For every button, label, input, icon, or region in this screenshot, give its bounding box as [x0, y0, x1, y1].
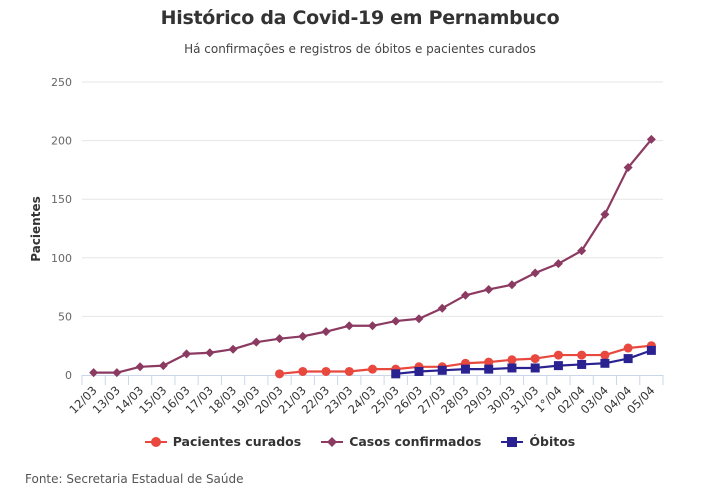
data-point: [600, 350, 610, 360]
data-point: [460, 364, 470, 374]
data-point: [437, 303, 447, 313]
data-point: [275, 369, 285, 379]
legend-item-obitos[interactable]: Óbitos: [501, 434, 575, 449]
y-axis-label: Pacientes: [29, 196, 43, 262]
data-point: [344, 366, 354, 376]
data-point: [530, 268, 540, 278]
legend-square-icon: [501, 436, 524, 447]
data-point: [112, 368, 122, 378]
y-tick-label: 150: [51, 193, 72, 206]
source-note: Fonte: Secretaria Estadual de Saúde: [25, 472, 244, 486]
data-point: [182, 349, 192, 359]
data-point: [553, 350, 563, 360]
legend-label: Casos confirmados: [349, 434, 482, 449]
data-point: [437, 365, 447, 375]
data-point: [623, 343, 633, 353]
data-point: [368, 321, 377, 331]
data-point: [251, 337, 261, 347]
data-point: [623, 163, 633, 173]
data-point: [321, 327, 331, 337]
chart-subtitle: Há confirmações e registros de óbitos e …: [184, 42, 536, 56]
series-line-1: [93, 138, 653, 374]
data-point: [391, 316, 401, 326]
data-point: [321, 366, 331, 376]
data-point: [205, 348, 215, 358]
y-tick-label: 200: [51, 135, 72, 148]
data-point: [89, 368, 99, 378]
y-tick-label: 0: [65, 369, 72, 382]
data-point: [484, 284, 494, 294]
data-point: [460, 290, 470, 300]
data-point: [577, 359, 587, 369]
data-point: [368, 364, 377, 374]
data-point: [646, 134, 656, 144]
data-point: [600, 358, 610, 368]
legend-item-confirmados[interactable]: Casos confirmados: [321, 434, 481, 449]
legend-circle-icon: [144, 436, 167, 447]
data-point: [530, 354, 540, 364]
y-tick-label: 50: [58, 310, 72, 323]
data-point: [507, 355, 517, 365]
legend-label: Pacientes curados: [172, 434, 302, 449]
data-point: [553, 259, 563, 269]
data-point: [646, 345, 656, 355]
data-point: [600, 209, 610, 219]
data-point: [158, 361, 168, 371]
data-point: [507, 363, 517, 373]
data-point: [623, 354, 633, 364]
data-point: [577, 350, 587, 360]
data-point: [275, 334, 285, 344]
data-point: [577, 246, 587, 256]
data-point: [344, 321, 354, 331]
data-point: [414, 314, 424, 324]
y-tick-label: 100: [51, 252, 72, 265]
chart-title: Histórico da Covid-19 em Pernambuco: [160, 7, 560, 29]
data-point: [530, 363, 540, 373]
legend-item-curados[interactable]: Pacientes curados: [144, 434, 302, 449]
legend: Pacientes curados Casos confirmados Óbit…: [0, 434, 720, 449]
legend-diamond-icon: [321, 436, 344, 447]
series-line-2: [395, 349, 652, 375]
data-point: [414, 366, 424, 376]
data-point: [553, 361, 563, 371]
data-point: [228, 344, 238, 354]
data-point: [484, 364, 494, 374]
data-point: [391, 369, 401, 379]
data-point: [507, 280, 517, 290]
data-point: [298, 366, 308, 376]
y-tick-label: 250: [51, 76, 72, 89]
data-point: [135, 362, 145, 372]
legend-label: Óbitos: [529, 434, 576, 449]
data-point: [484, 357, 494, 367]
data-point: [298, 331, 308, 341]
